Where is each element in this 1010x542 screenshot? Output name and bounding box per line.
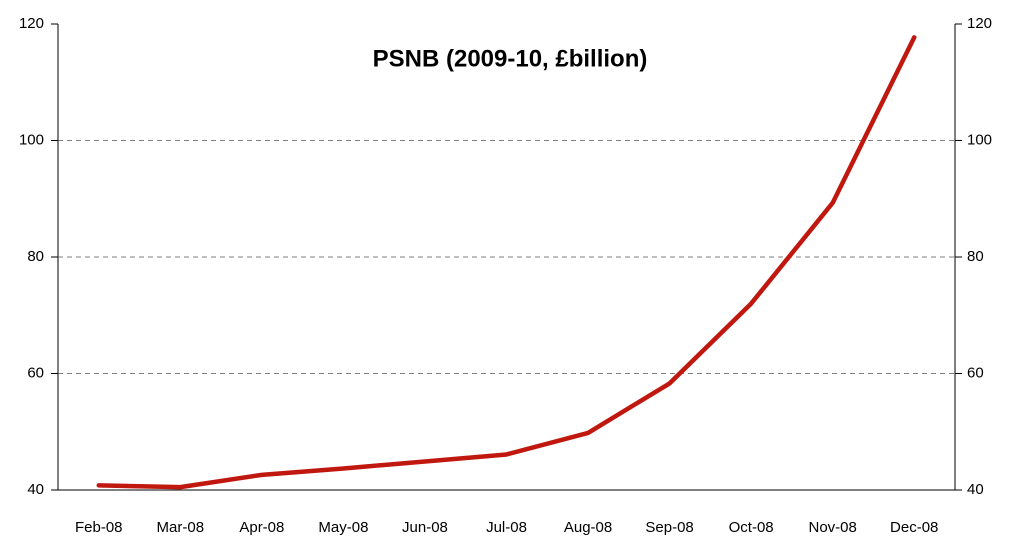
x-tick-label: Apr-08 bbox=[239, 519, 284, 536]
x-tick-label: Nov-08 bbox=[809, 519, 857, 536]
y2-tick-label: 80 bbox=[967, 248, 984, 265]
y2-tick-label: 40 bbox=[967, 481, 984, 498]
x-tick-label: Mar-08 bbox=[157, 519, 205, 536]
x-tick-label: Aug-08 bbox=[564, 519, 612, 536]
y-tick-label: 40 bbox=[27, 481, 44, 498]
x-tick-label: May-08 bbox=[318, 519, 368, 536]
x-tick-label: Jun-08 bbox=[402, 519, 448, 536]
x-tick-label: Sep-08 bbox=[645, 519, 693, 536]
y2-tick-label: 120 bbox=[967, 15, 992, 32]
y-tick-label: 60 bbox=[27, 364, 44, 381]
y2-tick-label: 100 bbox=[967, 131, 992, 148]
y-tick-label: 80 bbox=[27, 248, 44, 265]
x-tick-label: Oct-08 bbox=[729, 519, 774, 536]
y-tick-label: 120 bbox=[19, 15, 44, 32]
y2-tick-label: 60 bbox=[967, 364, 984, 381]
x-tick-label: Dec-08 bbox=[890, 519, 938, 536]
data-line bbox=[96, 35, 917, 490]
chart-title: PSNB (2009-10, £billion) bbox=[373, 45, 648, 72]
x-tick-label: Feb-08 bbox=[75, 519, 123, 536]
y-tick-label: 100 bbox=[19, 131, 44, 148]
x-tick-label: Jul-08 bbox=[486, 519, 527, 536]
